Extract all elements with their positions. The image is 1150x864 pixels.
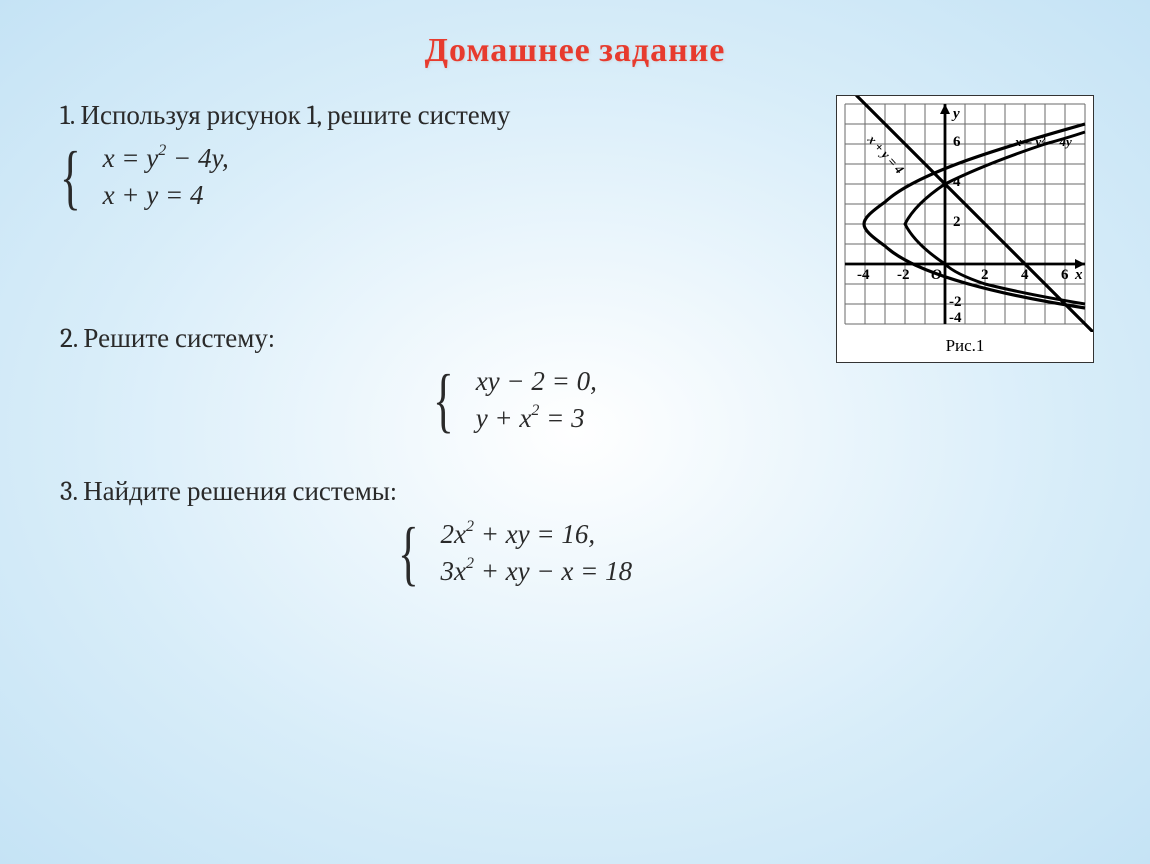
task-1-system: { x = y2 − 4y, x + y = 4 [60,141,1090,213]
task-2-eq2: y + x2 = 3 [476,403,597,434]
svg-text:2: 2 [981,267,989,283]
eq-text: 2x [440,519,465,549]
brace-icon: { [60,141,81,213]
svg-text:-2: -2 [897,267,910,283]
figure-1: -2 -4 2 4 6 6 4 2 -2 -4 O x y x + y = 4 … [836,95,1094,363]
svg-text:4: 4 [1021,267,1029,283]
svg-text:6: 6 [1061,267,1069,283]
eq-text: + xy = 16, [474,519,595,549]
task-3-system: { 2x2 + xy = 16, 3x2 + xy − x = 18 [398,517,632,589]
eq-text: 3x [440,556,465,586]
figure-caption: Рис.1 [837,332,1093,362]
eq-text: − 4y, [166,143,228,173]
svg-text:x: x [1074,267,1083,283]
exponent: 2 [466,555,474,572]
eq-text: y + x [476,403,532,433]
exponent: 2 [158,142,166,159]
task-3: 3. Найдите решения системы: { 2x2 + xy =… [60,476,1090,589]
svg-text:-2: -2 [949,294,962,310]
svg-text:y: y [951,106,960,122]
task-3-eq1: 2x2 + xy = 16, [440,519,632,550]
brace-icon: { [433,364,454,436]
eq-text: = 3 [539,403,584,433]
exponent: 2 [531,402,539,419]
eq-text: + xy − x = 18 [474,556,632,586]
brace-icon: { [398,517,419,589]
svg-text:-4: -4 [857,267,870,283]
svg-text:O: O [931,267,942,283]
exponent: 2 [466,518,474,535]
task-2-system: { xy − 2 = 0, y + x2 = 3 [433,364,597,436]
svg-text:-4: -4 [949,310,962,326]
task-2-eq1: xy − 2 = 0, [476,366,597,397]
task-1-eq2: x + y = 4 [103,180,229,211]
task-3-heading: 3. Найдите решения системы: [60,476,1090,507]
task-3-eq2: 3x2 + xy − x = 18 [440,556,632,587]
chart-svg: -2 -4 2 4 6 6 4 2 -2 -4 O x y x + y = 4 … [837,96,1093,332]
page-title: Домашнее задание [0,0,1150,70]
task-1-eq1: x = y2 − 4y, [103,143,229,174]
eq-text: x = y [103,143,159,173]
svg-text:2: 2 [953,214,961,230]
